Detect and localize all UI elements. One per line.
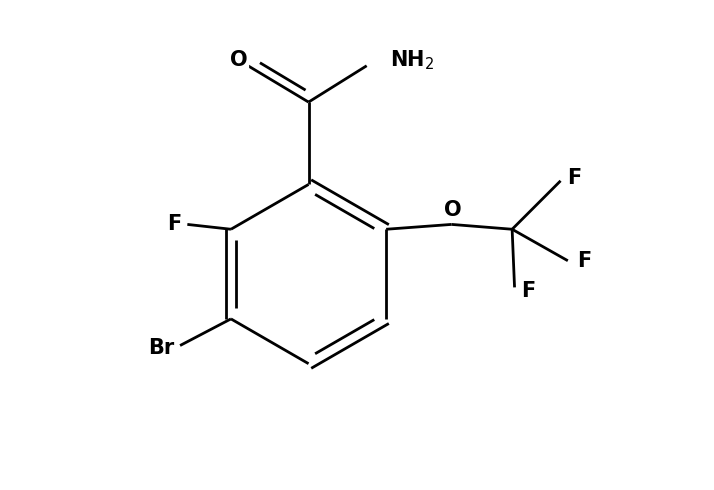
Text: F: F	[166, 215, 181, 234]
Text: F: F	[577, 251, 591, 271]
Text: NH$_2$: NH$_2$	[390, 48, 434, 72]
Text: Br: Br	[149, 338, 175, 358]
Text: F: F	[567, 169, 581, 188]
Text: O: O	[231, 50, 248, 70]
Text: F: F	[521, 281, 536, 301]
Text: O: O	[443, 200, 461, 220]
